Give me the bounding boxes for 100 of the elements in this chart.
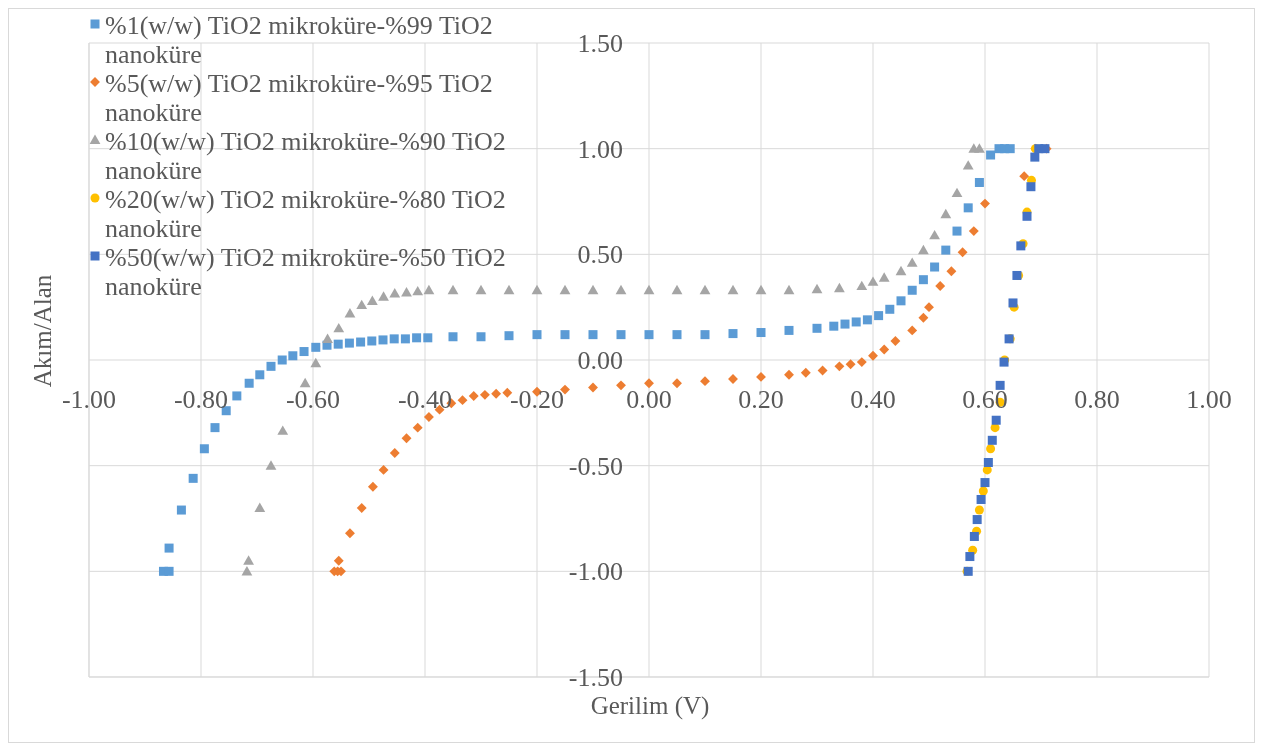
point	[907, 285, 917, 295]
point	[447, 284, 459, 295]
point	[978, 486, 988, 496]
point	[479, 389, 490, 400]
y-tick-label: -1.00	[568, 557, 623, 587]
point	[389, 288, 401, 298]
point	[995, 380, 1005, 390]
point	[951, 187, 963, 198]
point	[924, 302, 934, 313]
point	[378, 335, 388, 345]
point	[878, 272, 890, 282]
point	[560, 330, 570, 340]
y-tick-label: -0.50	[568, 451, 623, 481]
point	[1005, 144, 1015, 154]
point	[265, 460, 277, 470]
point	[867, 276, 879, 286]
point	[344, 308, 356, 318]
point	[356, 299, 368, 310]
point	[671, 284, 683, 295]
point	[987, 435, 997, 445]
y-tick-label: 0.50	[577, 240, 623, 270]
point	[727, 284, 739, 295]
point	[756, 371, 766, 382]
point	[834, 361, 845, 372]
point	[255, 370, 265, 380]
point	[991, 415, 1001, 425]
point	[728, 329, 738, 339]
point	[266, 361, 276, 371]
point	[241, 565, 253, 576]
point	[972, 515, 982, 525]
point	[277, 355, 287, 365]
point	[851, 317, 861, 327]
point	[310, 357, 322, 368]
point	[587, 284, 599, 295]
point	[963, 203, 973, 213]
point	[356, 337, 366, 347]
point	[356, 502, 367, 513]
point	[974, 177, 984, 187]
point	[896, 296, 906, 306]
point	[311, 342, 321, 352]
point	[952, 226, 962, 236]
point	[616, 380, 626, 391]
point	[588, 330, 598, 340]
legend-label: %10(w/w) TiO2 mikroküre-%90 TiO2 nanoküre	[105, 127, 507, 185]
point	[700, 376, 710, 387]
point	[644, 378, 654, 389]
point	[962, 160, 974, 170]
point	[856, 280, 868, 291]
point	[783, 284, 795, 295]
x-tick-label: 0.00	[626, 385, 672, 414]
point	[890, 336, 901, 346]
x-tick-label: 1.00	[1186, 385, 1232, 414]
point	[965, 552, 975, 562]
point	[1026, 182, 1036, 192]
point	[299, 347, 309, 357]
point	[907, 325, 918, 336]
point	[930, 262, 940, 272]
x-tick-label: -1.00	[61, 385, 117, 414]
point	[531, 284, 543, 295]
point	[333, 322, 345, 333]
point	[333, 555, 344, 566]
point	[699, 284, 711, 295]
point	[532, 330, 542, 340]
point	[423, 333, 433, 343]
point	[986, 150, 996, 160]
point	[244, 378, 254, 388]
point	[974, 505, 984, 515]
point	[986, 444, 996, 454]
legend-label: %1(w/w) TiO2 mikroküre-%99 TiO2 nanoküre	[105, 11, 494, 69]
y-tick-label: 1.50	[577, 29, 623, 58]
point	[412, 333, 422, 343]
point	[784, 369, 794, 380]
point	[879, 344, 890, 355]
point	[845, 359, 856, 370]
point	[423, 412, 434, 423]
point	[983, 458, 993, 467]
point	[918, 275, 928, 285]
point	[941, 245, 951, 255]
point	[559, 284, 571, 295]
point	[1008, 298, 1018, 308]
point	[784, 325, 794, 335]
point	[448, 332, 458, 342]
x-tick-label: 0.20	[738, 385, 784, 414]
point	[1030, 152, 1040, 162]
point	[288, 351, 298, 361]
point	[885, 304, 895, 314]
point	[491, 388, 502, 399]
point	[840, 319, 850, 329]
point	[504, 331, 514, 341]
y-tick-label: 0.00	[577, 346, 623, 375]
point	[412, 422, 423, 433]
point	[615, 284, 627, 295]
point	[475, 284, 487, 295]
point	[800, 367, 811, 378]
point	[616, 330, 626, 340]
point	[322, 333, 333, 343]
point	[423, 284, 435, 295]
x-tick-label: -0.20	[509, 385, 565, 414]
point	[976, 494, 986, 504]
point	[672, 330, 682, 340]
